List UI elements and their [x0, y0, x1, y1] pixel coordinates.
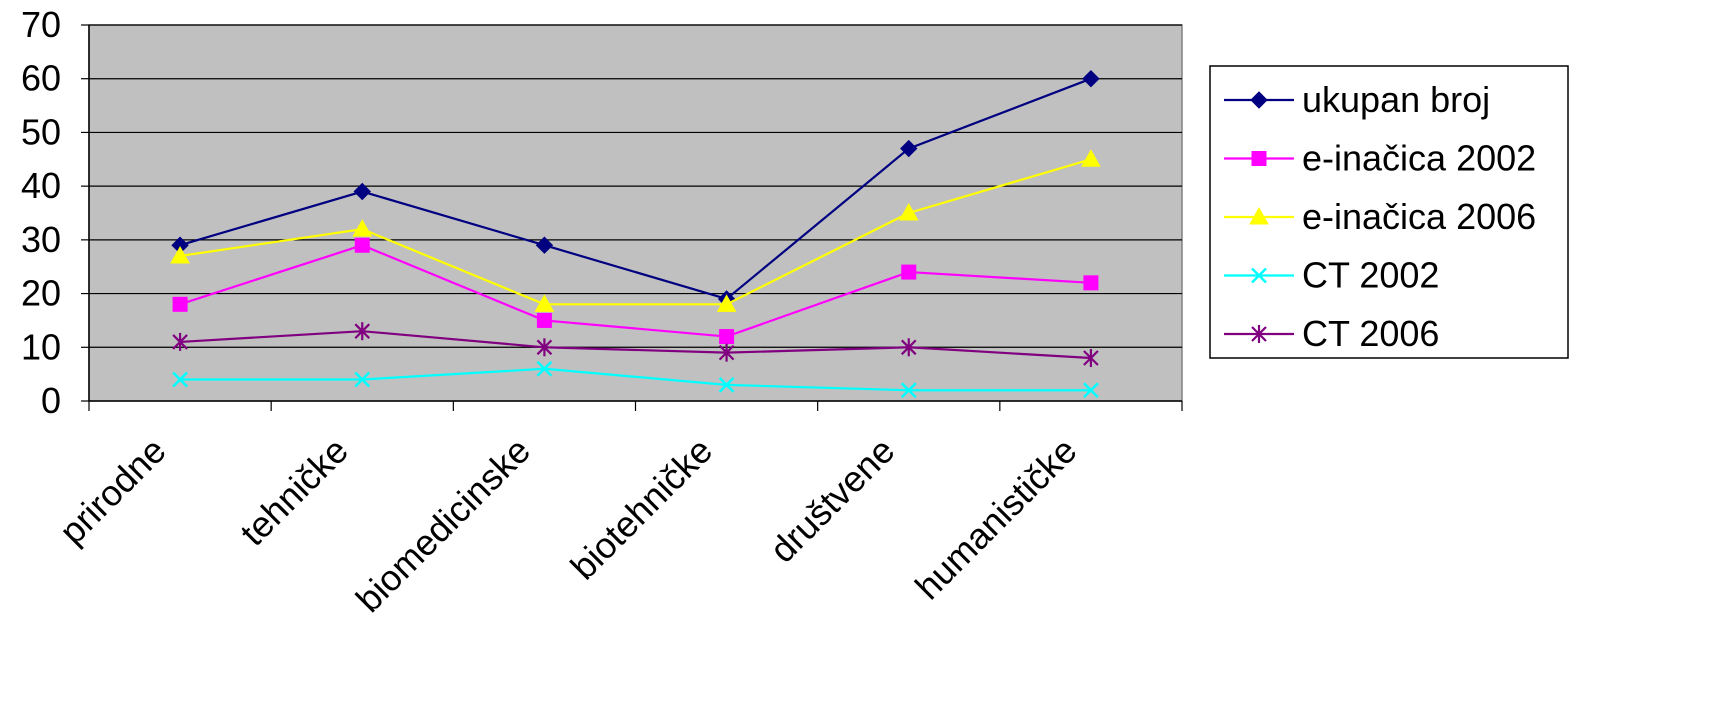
series-line	[180, 330, 1091, 360]
series-line	[179, 244, 1091, 338]
data-point	[1083, 349, 1099, 368]
data-point	[172, 332, 188, 351]
data-point	[536, 338, 553, 357]
y-axis-ticks: 0 10 20 30 40 50 60 70	[21, 4, 89, 421]
y-tick-label: 50	[21, 111, 61, 152]
legend: ukupan broj e-inačica 2002 e-inačica 2006 C…	[1209, 65, 1569, 359]
legend-label: e-inačica 2006	[1302, 196, 1536, 237]
y-tick-label: 30	[21, 219, 61, 260]
series-5	[172, 322, 1099, 368]
legend-box	[1209, 65, 1569, 359]
legend-item: e-inačica 2002	[1224, 138, 1536, 179]
y-tick-label: 40	[21, 165, 61, 206]
data-point	[900, 338, 917, 357]
gridlines	[89, 24, 1182, 348]
x-category-label: biotehničke	[562, 430, 720, 588]
y-tick-label: 20	[21, 273, 61, 314]
legend-label: e-inačica 2002	[1302, 138, 1536, 179]
series-group	[170, 70, 1101, 399]
data-point	[536, 312, 552, 328]
x-category-label: prirodne	[51, 430, 173, 552]
series-2	[172, 237, 1099, 345]
data-point	[719, 329, 735, 345]
x-category-label: tehničke	[232, 430, 356, 554]
series-line	[179, 77, 1092, 301]
legend-label: CT 2006	[1302, 313, 1439, 354]
data-point	[354, 371, 371, 388]
data-point	[352, 219, 373, 237]
data-point	[718, 343, 735, 362]
data-point	[900, 139, 918, 158]
data-point	[354, 322, 371, 341]
legend-marker	[1249, 206, 1269, 225]
x-category-label: humanističke	[907, 430, 1085, 608]
legend-item: ukupan broj	[1224, 79, 1490, 120]
x-category-label: biomedicinske	[348, 430, 538, 620]
y-tick-label: 70	[21, 4, 61, 45]
data-point	[353, 182, 371, 201]
data-point	[172, 296, 188, 312]
legend-marker	[1251, 267, 1267, 284]
y-tick-label: 60	[21, 58, 61, 99]
x-category-label: društvene	[762, 430, 903, 571]
data-point	[1081, 149, 1101, 167]
y-tick-label: 10	[21, 326, 61, 367]
data-point	[536, 360, 553, 377]
series-line	[179, 158, 1092, 306]
data-point	[354, 237, 370, 253]
series-1	[171, 70, 1100, 308]
data-point	[535, 236, 554, 254]
legend-item: CT 2006	[1224, 313, 1439, 354]
legend-item: e-inačica 2006	[1224, 196, 1536, 237]
legend-label: ukupan broj	[1302, 79, 1490, 120]
data-point	[716, 294, 737, 312]
legend-item: CT 2002	[1224, 255, 1439, 296]
data-point	[898, 202, 919, 221]
series-4	[172, 360, 1099, 399]
data-point	[1083, 275, 1099, 291]
plot-area	[88, 24, 1183, 402]
legend-marker	[1250, 91, 1268, 109]
y-tick-label: 0	[41, 380, 61, 421]
legend-marker	[1251, 325, 1267, 343]
data-point	[901, 264, 917, 280]
data-point	[900, 382, 917, 399]
data-point	[170, 245, 190, 264]
legend-label: CT 2002	[1302, 255, 1439, 296]
series-3	[170, 149, 1101, 312]
data-point	[718, 377, 735, 393]
legend-marker	[1251, 151, 1267, 166]
data-point	[172, 371, 188, 388]
data-point	[1082, 70, 1100, 88]
series-line	[180, 367, 1091, 392]
data-point	[1083, 382, 1099, 399]
data-point	[534, 294, 555, 312]
